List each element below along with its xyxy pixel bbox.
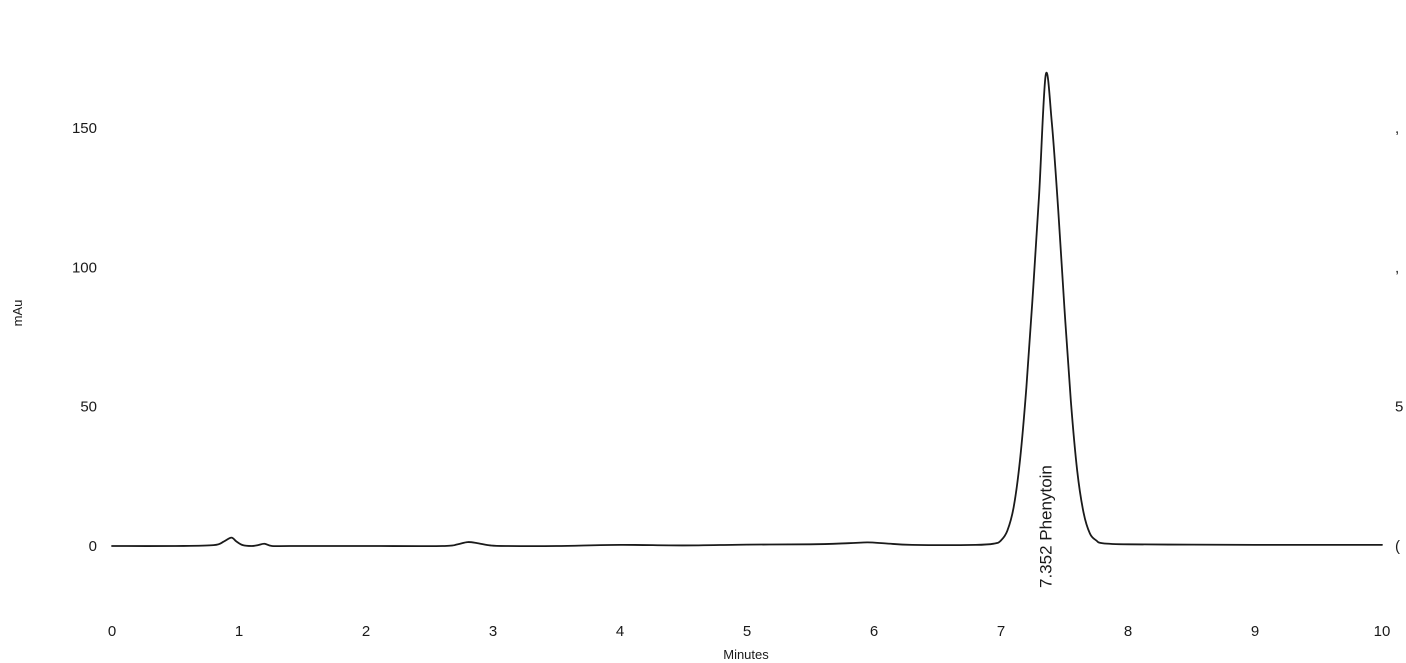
right-tick-glyph: , [1395,259,1399,276]
right-axis-glyphs: (5,, [1395,120,1403,555]
y-tick-label: 50 [80,399,97,416]
x-tick-label: 4 [616,623,624,640]
x-tick-label: 8 [1124,623,1132,640]
x-axis-title: Minutes [723,647,769,662]
y-axis-title: mAu [10,300,25,327]
y-tick-label: 150 [72,120,97,137]
series-line [111,71,1383,548]
right-tick-glyph: , [1395,120,1399,137]
y-tick-label: 0 [89,538,97,555]
x-tick-label: 2 [362,623,370,640]
x-tick-label: 0 [108,623,116,640]
chromatogram-series [111,71,1383,548]
x-tick-label: 10 [1374,623,1391,640]
peak-label: 7.352 Phenytoin [1037,465,1056,588]
x-tick-label: 7 [997,623,1005,640]
y-axis-ticks: 0 50 100 150 [72,120,97,555]
x-tick-label: 9 [1251,623,1259,640]
x-axis-ticks: 0 1 2 3 4 5 6 7 8 9 10 [108,623,1391,640]
x-tick-label: 1 [235,623,243,640]
x-tick-label: 3 [489,623,497,640]
x-tick-label: 6 [870,623,878,640]
peak-annotations: 7.352 Phenytoin [1037,465,1056,588]
x-tick-label: 5 [743,623,751,640]
right-tick-glyph: 5 [1395,399,1403,416]
right-tick-glyph: ( [1395,538,1400,555]
y-tick-label: 100 [72,259,97,276]
